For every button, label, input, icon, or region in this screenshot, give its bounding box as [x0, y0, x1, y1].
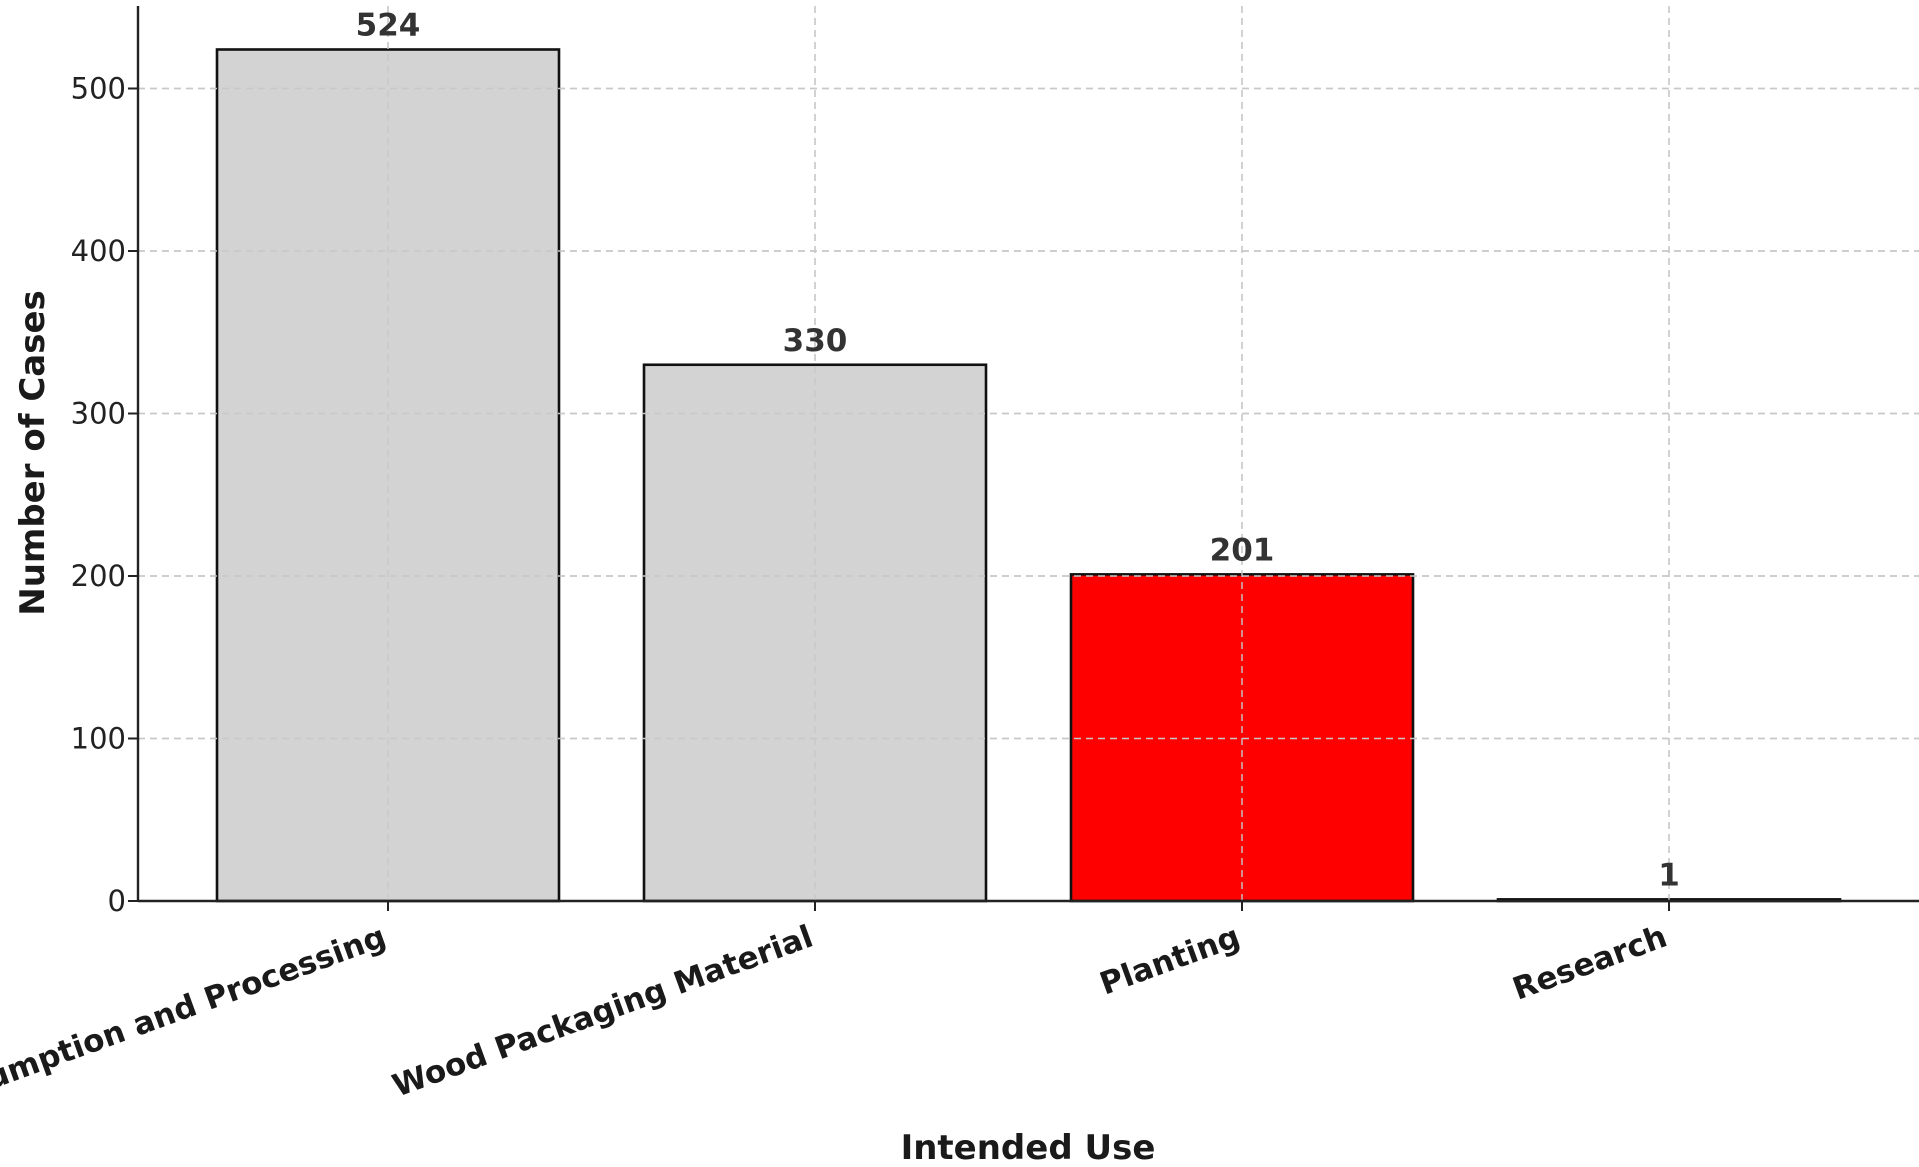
y-axis-title: Number of Cases [13, 290, 53, 616]
x-tick-label: Research [1508, 919, 1672, 1008]
grid-overlay [138, 6, 1919, 901]
x-tick-label: Consumption and Processing [0, 919, 391, 1126]
data-label: 524 [356, 8, 421, 44]
data-label: 201 [1210, 532, 1275, 568]
y-tick-label: 500 [71, 72, 126, 106]
y-tick-label: 0 [108, 884, 126, 918]
bars [138, 6, 1919, 903]
x-axis-title: Intended Use [901, 1128, 1156, 1167]
y-tick-label: 400 [71, 234, 126, 268]
data-label: 1 [1658, 857, 1680, 893]
data-labels: 524 330 201 1 [356, 8, 1680, 894]
y-tick-label: 300 [71, 397, 126, 431]
x-tick-label: Planting [1095, 919, 1245, 1003]
x-tick-label: Wood Packaging Material [388, 919, 818, 1105]
y-tick-label: 100 [71, 722, 126, 756]
axes [136, 6, 1919, 903]
data-label: 330 [783, 323, 848, 359]
y-tick-label: 200 [71, 559, 126, 593]
y-tick-labels: 0 100 200 300 400 500 [71, 72, 138, 918]
